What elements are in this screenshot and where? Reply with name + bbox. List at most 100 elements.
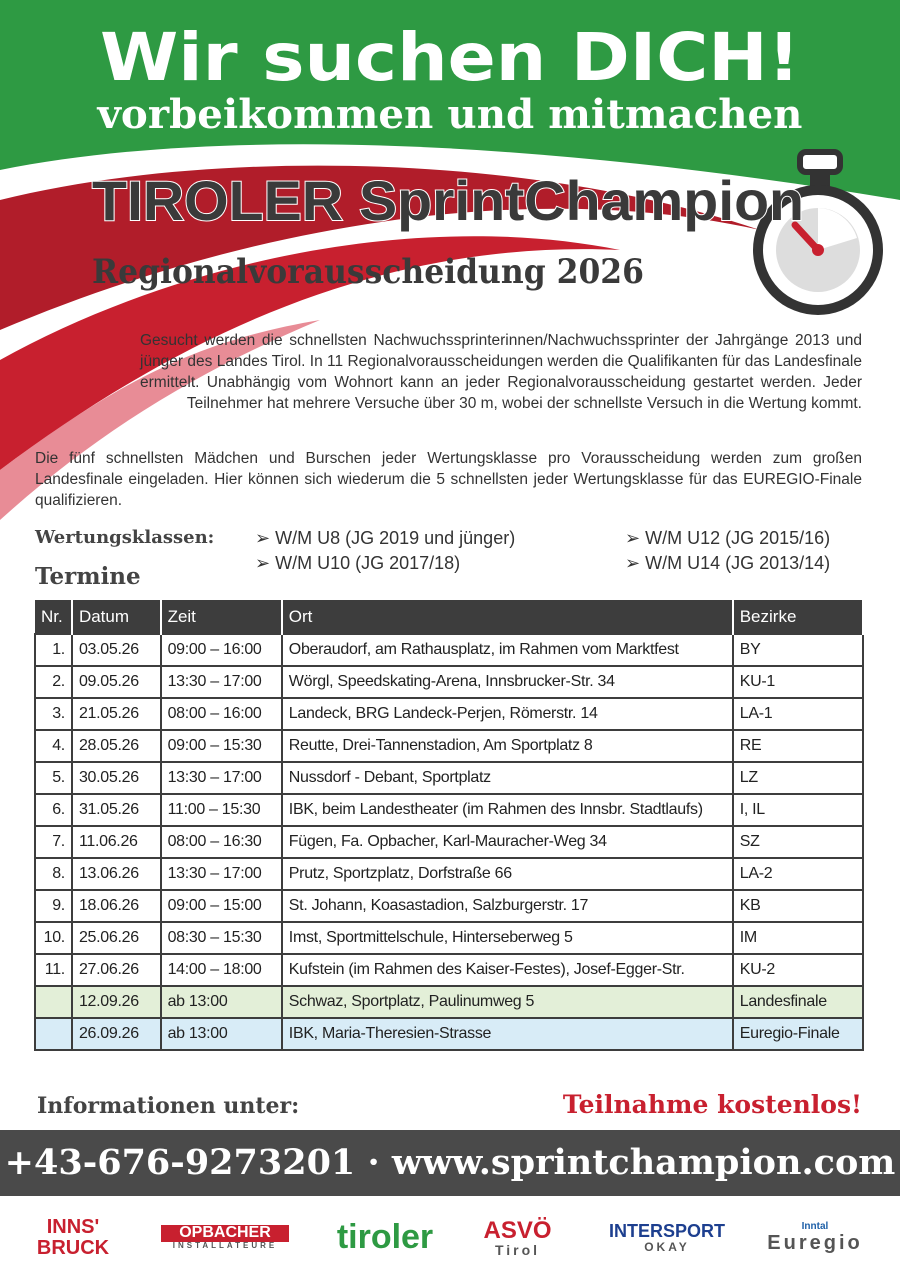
cell: Wörgl, Speedskating-Arena, Innsbrucker-S… (280, 665, 734, 699)
cell: 14:00 – 18:00 (159, 953, 283, 987)
cell: 11.06.26 (70, 825, 162, 859)
free-label: Teilnahme kostenlos! (562, 1090, 862, 1119)
cell: SZ (731, 825, 865, 859)
cell: 4. (34, 729, 73, 763)
cell: IBK, Maria-Theresien-Strasse (280, 1017, 734, 1051)
cell: St. Johann, Koasastadion, Salzburgerstr.… (280, 889, 734, 923)
cell: Landeck, BRG Landeck-Perjen, Römerstr. 1… (280, 697, 734, 731)
sponsor-text: Tirol (494, 1242, 541, 1259)
cell: 08:30 – 15:30 (159, 921, 283, 955)
cell: 21.05.26 (70, 697, 162, 731)
cell: Reutte, Drei-Tannenstadion, Am Sportplat… (280, 729, 734, 763)
schedule-row: 26.09.26 ab 13:00 IBK, Maria-Theresien-Str… (34, 1017, 865, 1051)
sponsor-text: tiroler (336, 1218, 434, 1257)
sponsor-text: INNS' (46, 1216, 100, 1238)
cell: 09:00 – 16:00 (159, 633, 283, 667)
cell: KU-1 (731, 665, 865, 699)
column-header: Bezirke (732, 600, 865, 634)
cell: ab 13:00 (159, 1017, 283, 1051)
cell: Prutz, Sportzplatz, Dorfstraße 66 (280, 857, 734, 891)
cell: KU-2 (731, 953, 865, 987)
cell: 3. (34, 697, 73, 731)
cell: LA-2 (731, 857, 865, 891)
sponsor-text: INSTALLATEURE (172, 1241, 278, 1251)
sponsor-text: Euregio (767, 1231, 863, 1254)
cell: 8. (34, 857, 73, 891)
sponsor-text: INTERSPORT (608, 1221, 725, 1242)
class-item: W/M U14 (JG 2013/14) (625, 553, 865, 578)
schedule-row: 4. 28.05.26 09:00 – 15:30 Reutte, Drei-Tann… (34, 729, 865, 763)
cell: ab 13:00 (159, 985, 283, 1019)
schedule-row: 7. 11.06.26 08:00 – 16:30 Fügen, Fa. Opbach… (34, 825, 865, 859)
cell: 6. (34, 793, 73, 827)
intro-paragraph: Die fünf schnellsten Mädchen und Bursche… (35, 450, 862, 509)
cell: 11:00 – 15:30 (159, 793, 283, 827)
classes-label: Wertungsklassen: (35, 527, 215, 548)
sponsor-text: BRUCK (36, 1237, 110, 1259)
cell: 30.05.26 (70, 761, 162, 795)
column-header: Nr. (35, 600, 73, 634)
column-header: Ort (281, 600, 734, 634)
cell: 09:00 – 15:00 (159, 889, 283, 923)
sponsor-logo: ASVÖ Tirol (465, 1212, 570, 1264)
cell: 13:30 – 17:00 (159, 761, 283, 795)
class-item: W/M U12 (JG 2015/16) (625, 528, 865, 553)
cell: 10. (34, 921, 73, 955)
sponsor-logo: INTERSPORT OKAY (592, 1212, 742, 1264)
cell (34, 985, 73, 1019)
schedule-row: 9. 18.06.26 09:00 – 15:00 St. Johann, Koasa… (34, 889, 865, 923)
cell: 08:00 – 16:00 (159, 697, 283, 731)
sponsor-text: ASVÖ (483, 1217, 552, 1245)
contact-bar: +43-676-9273201 · www.sprintchampion.com (0, 1130, 900, 1196)
cell: 28.05.26 (70, 729, 162, 763)
cell: BY (731, 633, 865, 667)
classes-list: W/M U8 (JG 2019 und jünger)W/M U10 (JG 2… (255, 528, 865, 578)
schedule-row: 11. 27.06.26 14:00 – 18:00 Kufstein (im Rah… (34, 953, 865, 987)
subtitle: Regionalvorausscheidung 2026 (92, 252, 644, 292)
schedule-heading: Termine (35, 563, 141, 590)
cell: 26.09.26 (70, 1017, 162, 1051)
cell: 09.05.26 (70, 665, 162, 699)
class-item: W/M U8 (JG 2019 und jünger) (255, 528, 625, 553)
cell: I, IL (731, 793, 865, 827)
cell: RE (731, 729, 865, 763)
cell: Kufstein (im Rahmen des Kaiser-Festes), … (280, 953, 734, 987)
sponsor-logo: Inntal Euregio (760, 1212, 870, 1264)
cell: Fügen, Fa. Opbacher, Karl-Mauracher-Weg … (280, 825, 734, 859)
class-item: W/M U10 (JG 2017/18) (255, 553, 625, 578)
sponsor-text: Inntal (801, 1221, 829, 1233)
cell: 13:30 – 17:00 (159, 857, 283, 891)
stopwatch-icon (753, 149, 883, 315)
cell: 7. (34, 825, 73, 859)
cell: 1. (34, 633, 73, 667)
cell: 9. (34, 889, 73, 923)
intro-paragraph: Gesucht werden die schnellsten Nachwuchs… (140, 332, 862, 412)
schedule-row: 10. 25.06.26 08:30 – 15:30 Imst, Sportmitte… (34, 921, 865, 955)
schedule-row: 6. 31.05.26 11:00 – 15:30 IBK, beim Landest… (34, 793, 865, 827)
cell: Euregio-Finale (731, 1017, 865, 1051)
cell: 11. (34, 953, 73, 987)
info-label: Informationen unter: (37, 1093, 300, 1119)
cell: 03.05.26 (70, 633, 162, 667)
schedule-row: 12.09.26 ab 13:00 Schwaz, Sportplatz, Paul… (34, 985, 865, 1019)
cell: LA-1 (731, 697, 865, 731)
column-header: Zeit (160, 600, 283, 634)
subline: vorbeikommen und mitmachen (96, 91, 802, 138)
column-header: Datum (71, 600, 162, 634)
schedule-row: 5. 30.05.26 13:30 – 17:00 Nussdorf - Debant… (34, 761, 865, 795)
cell: LZ (731, 761, 865, 795)
cell: 5. (34, 761, 73, 795)
sponsor-text: OKAY (644, 1240, 690, 1255)
cell: KB (731, 889, 865, 923)
schedule-table: Nr. Datum Zeit Ort Bezirke 1. 03.05.26 09:00 – … (34, 600, 865, 1051)
cell: 12.09.26 (70, 985, 162, 1019)
cell: 18.06.26 (70, 889, 162, 923)
title: TIROLER SprintChampion (92, 169, 804, 232)
cell: Landesfinale (731, 985, 865, 1019)
cell: IM (731, 921, 865, 955)
schedule-row: 1. 03.05.26 09:00 – 16:00 Oberaudorf, am Ra… (34, 633, 865, 667)
sponsor-text: OPBACHER (161, 1225, 289, 1243)
schedule-row: 8. 13.06.26 13:30 – 17:00 Prutz, Sportzplat… (34, 857, 865, 891)
